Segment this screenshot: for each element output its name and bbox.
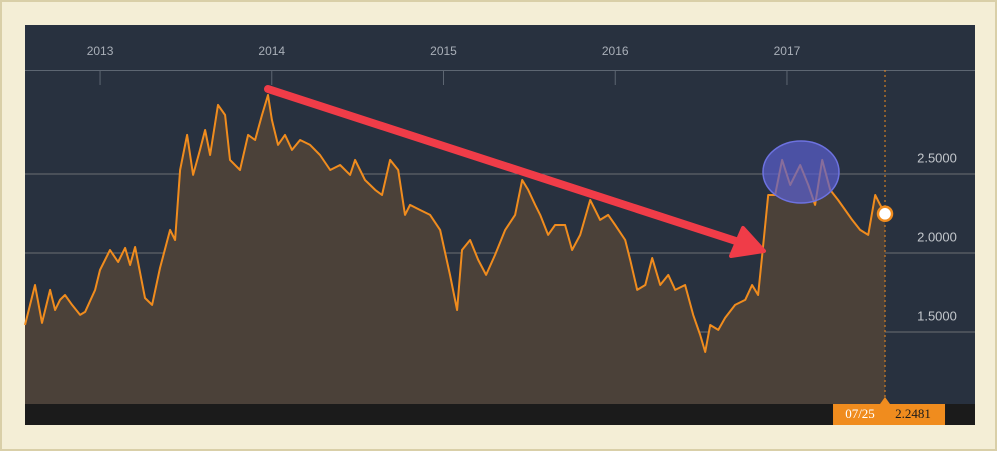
annotations <box>264 85 840 258</box>
current-date: 07/25 <box>845 406 875 421</box>
highlight-ellipse <box>762 140 840 204</box>
current-box <box>833 404 946 425</box>
line <box>24 94 886 353</box>
y-tick-label: 1.5000 <box>917 308 957 323</box>
trend-arrow-head <box>729 226 766 258</box>
area-group <box>25 95 885 404</box>
labels: 2013 2014 2015 2016 2017 1.5000 2.0000 2.5000 07… <box>87 44 957 425</box>
x-tick-label: 2013 <box>87 44 114 58</box>
x-tick-label: 2014 <box>258 44 285 58</box>
y-tick-label: 2.5000 <box>917 150 957 165</box>
bottom-strip <box>25 404 975 425</box>
x-tick-label: 2017 <box>774 44 801 58</box>
current-pointer <box>880 397 891 404</box>
x-tick-label: 2016 <box>602 44 629 58</box>
current-value: 2.2481 <box>895 406 931 421</box>
y-tick-label: 2.0000 <box>917 229 957 244</box>
x-tick-label: 2015 <box>430 44 457 58</box>
current-marker <box>876 205 894 223</box>
area <box>25 95 885 404</box>
trend-arrow-shaft <box>264 85 746 247</box>
line-group <box>24 70 894 398</box>
